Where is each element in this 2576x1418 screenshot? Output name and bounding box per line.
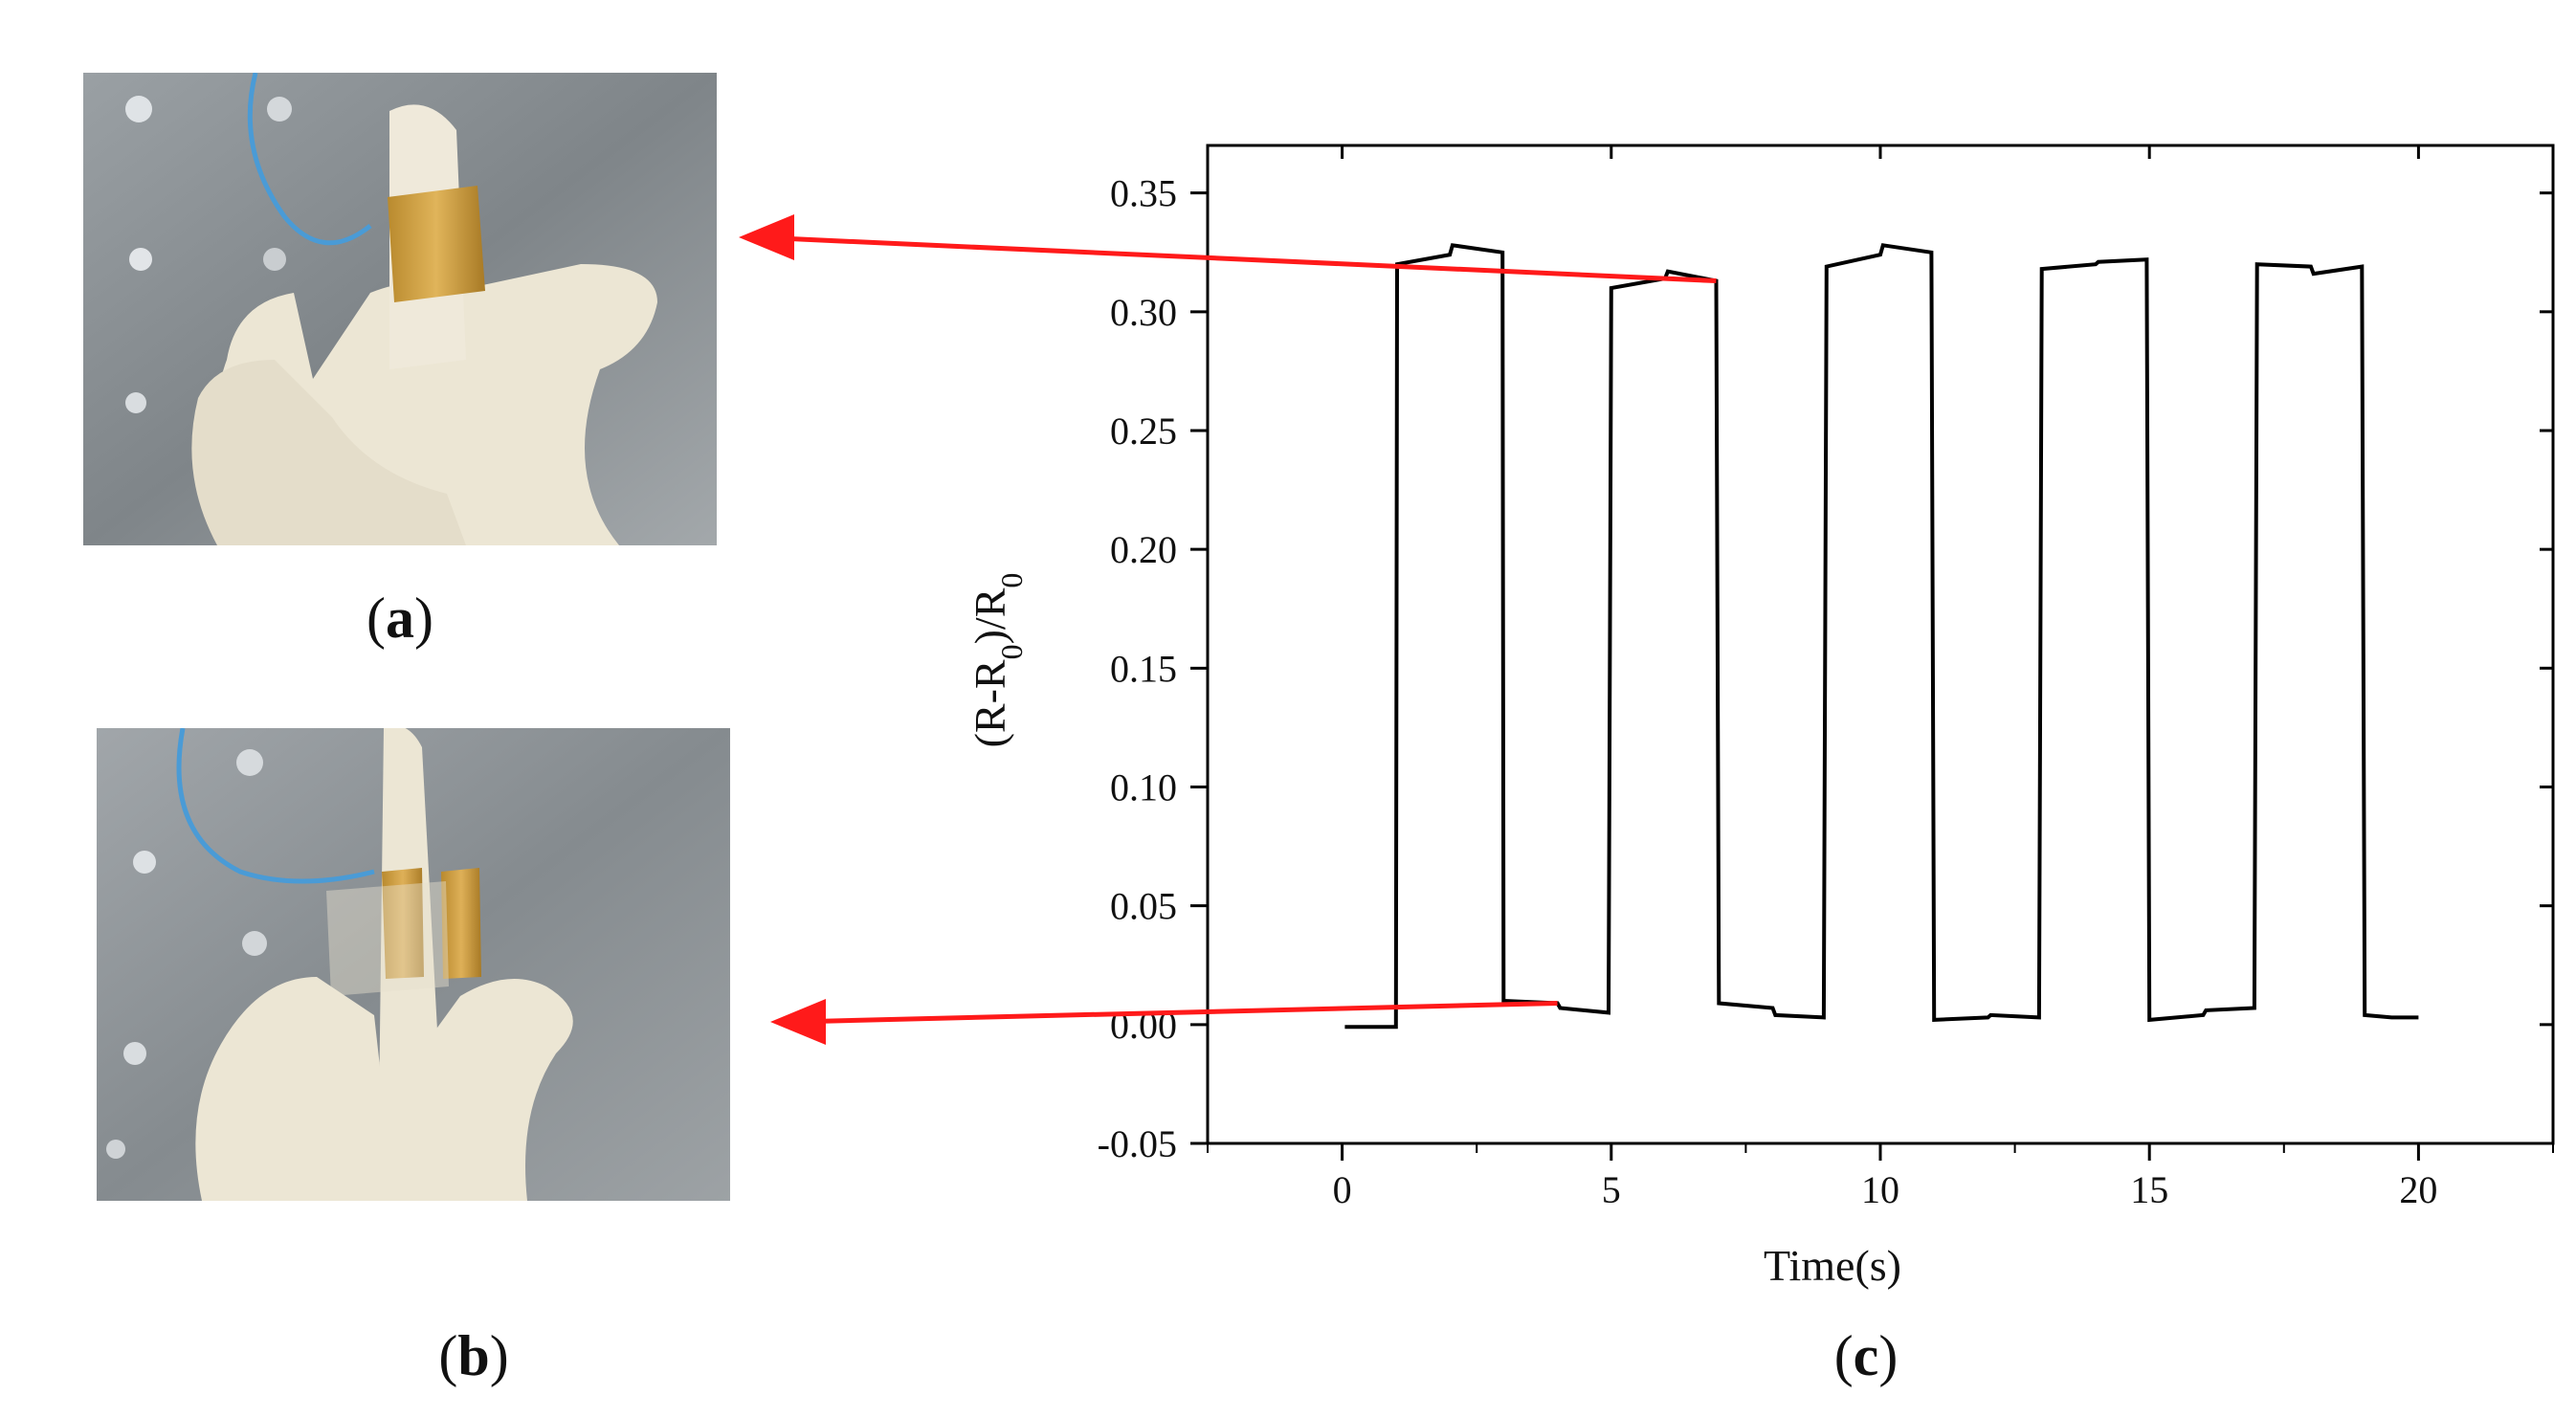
y-axis-label: (R-R0)/R0 <box>966 573 1029 748</box>
panel-label-b: (b) <box>438 1324 509 1387</box>
y-tick-label: -0.05 <box>1098 1122 1177 1165</box>
series-line <box>1344 243 2419 1030</box>
y-tick-label: 0.15 <box>1110 647 1177 690</box>
y-tick-label: 0.00 <box>1110 1004 1177 1047</box>
photo-straight-finger <box>97 728 730 1201</box>
y-axis-ticks: -0.05 0.00 0.05 0.10 0.15 0.20 0.25 0.30 0.35 <box>1098 172 2553 1165</box>
arrow-to-bent-photo-shaft <box>776 235 1717 284</box>
x-axis-ticks: 0 5 10 15 20 <box>1207 145 2554 1211</box>
x-tick-label: 10 <box>1861 1168 1899 1211</box>
y-axis-label-sub1: 0 <box>994 644 1029 659</box>
arrow-to-straight-photo-shaft <box>808 1000 1558 1025</box>
y-tick-label: 0.35 <box>1110 172 1177 215</box>
photo-bent-finger <box>83 73 717 545</box>
y-tick-label: 0.25 <box>1110 410 1177 453</box>
plot-border <box>1206 144 2555 1145</box>
y-axis-label-main: (R-R <box>966 659 1014 747</box>
panel-label-a: (a) <box>366 587 433 650</box>
y-tick-label: 0.20 <box>1110 528 1177 571</box>
plot-frame <box>1206 144 2555 1145</box>
panel-label-c: (c) <box>1833 1324 1899 1387</box>
x-tick-label: 20 <box>2399 1168 2437 1211</box>
y-tick-label: 0.10 <box>1110 766 1177 809</box>
y-tick-label: 0.05 <box>1110 885 1177 928</box>
arrow-layer <box>739 214 1717 1045</box>
x-tick-label: 0 <box>1333 1168 1352 1211</box>
series-layer <box>1344 243 2419 1030</box>
y-tick-label: 0.30 <box>1110 291 1177 334</box>
arrow-to-straight-photo-head <box>770 999 826 1045</box>
x-axis-label: Time(s) <box>1764 1241 1901 1290</box>
arrow-to-bent-photo-head <box>739 214 794 260</box>
y-axis-label-sub2: 0 <box>994 573 1029 588</box>
x-tick-label: 15 <box>2130 1168 2168 1211</box>
y-axis-label-mid: )/R <box>966 587 1014 644</box>
x-tick-label: 5 <box>1602 1168 1621 1211</box>
